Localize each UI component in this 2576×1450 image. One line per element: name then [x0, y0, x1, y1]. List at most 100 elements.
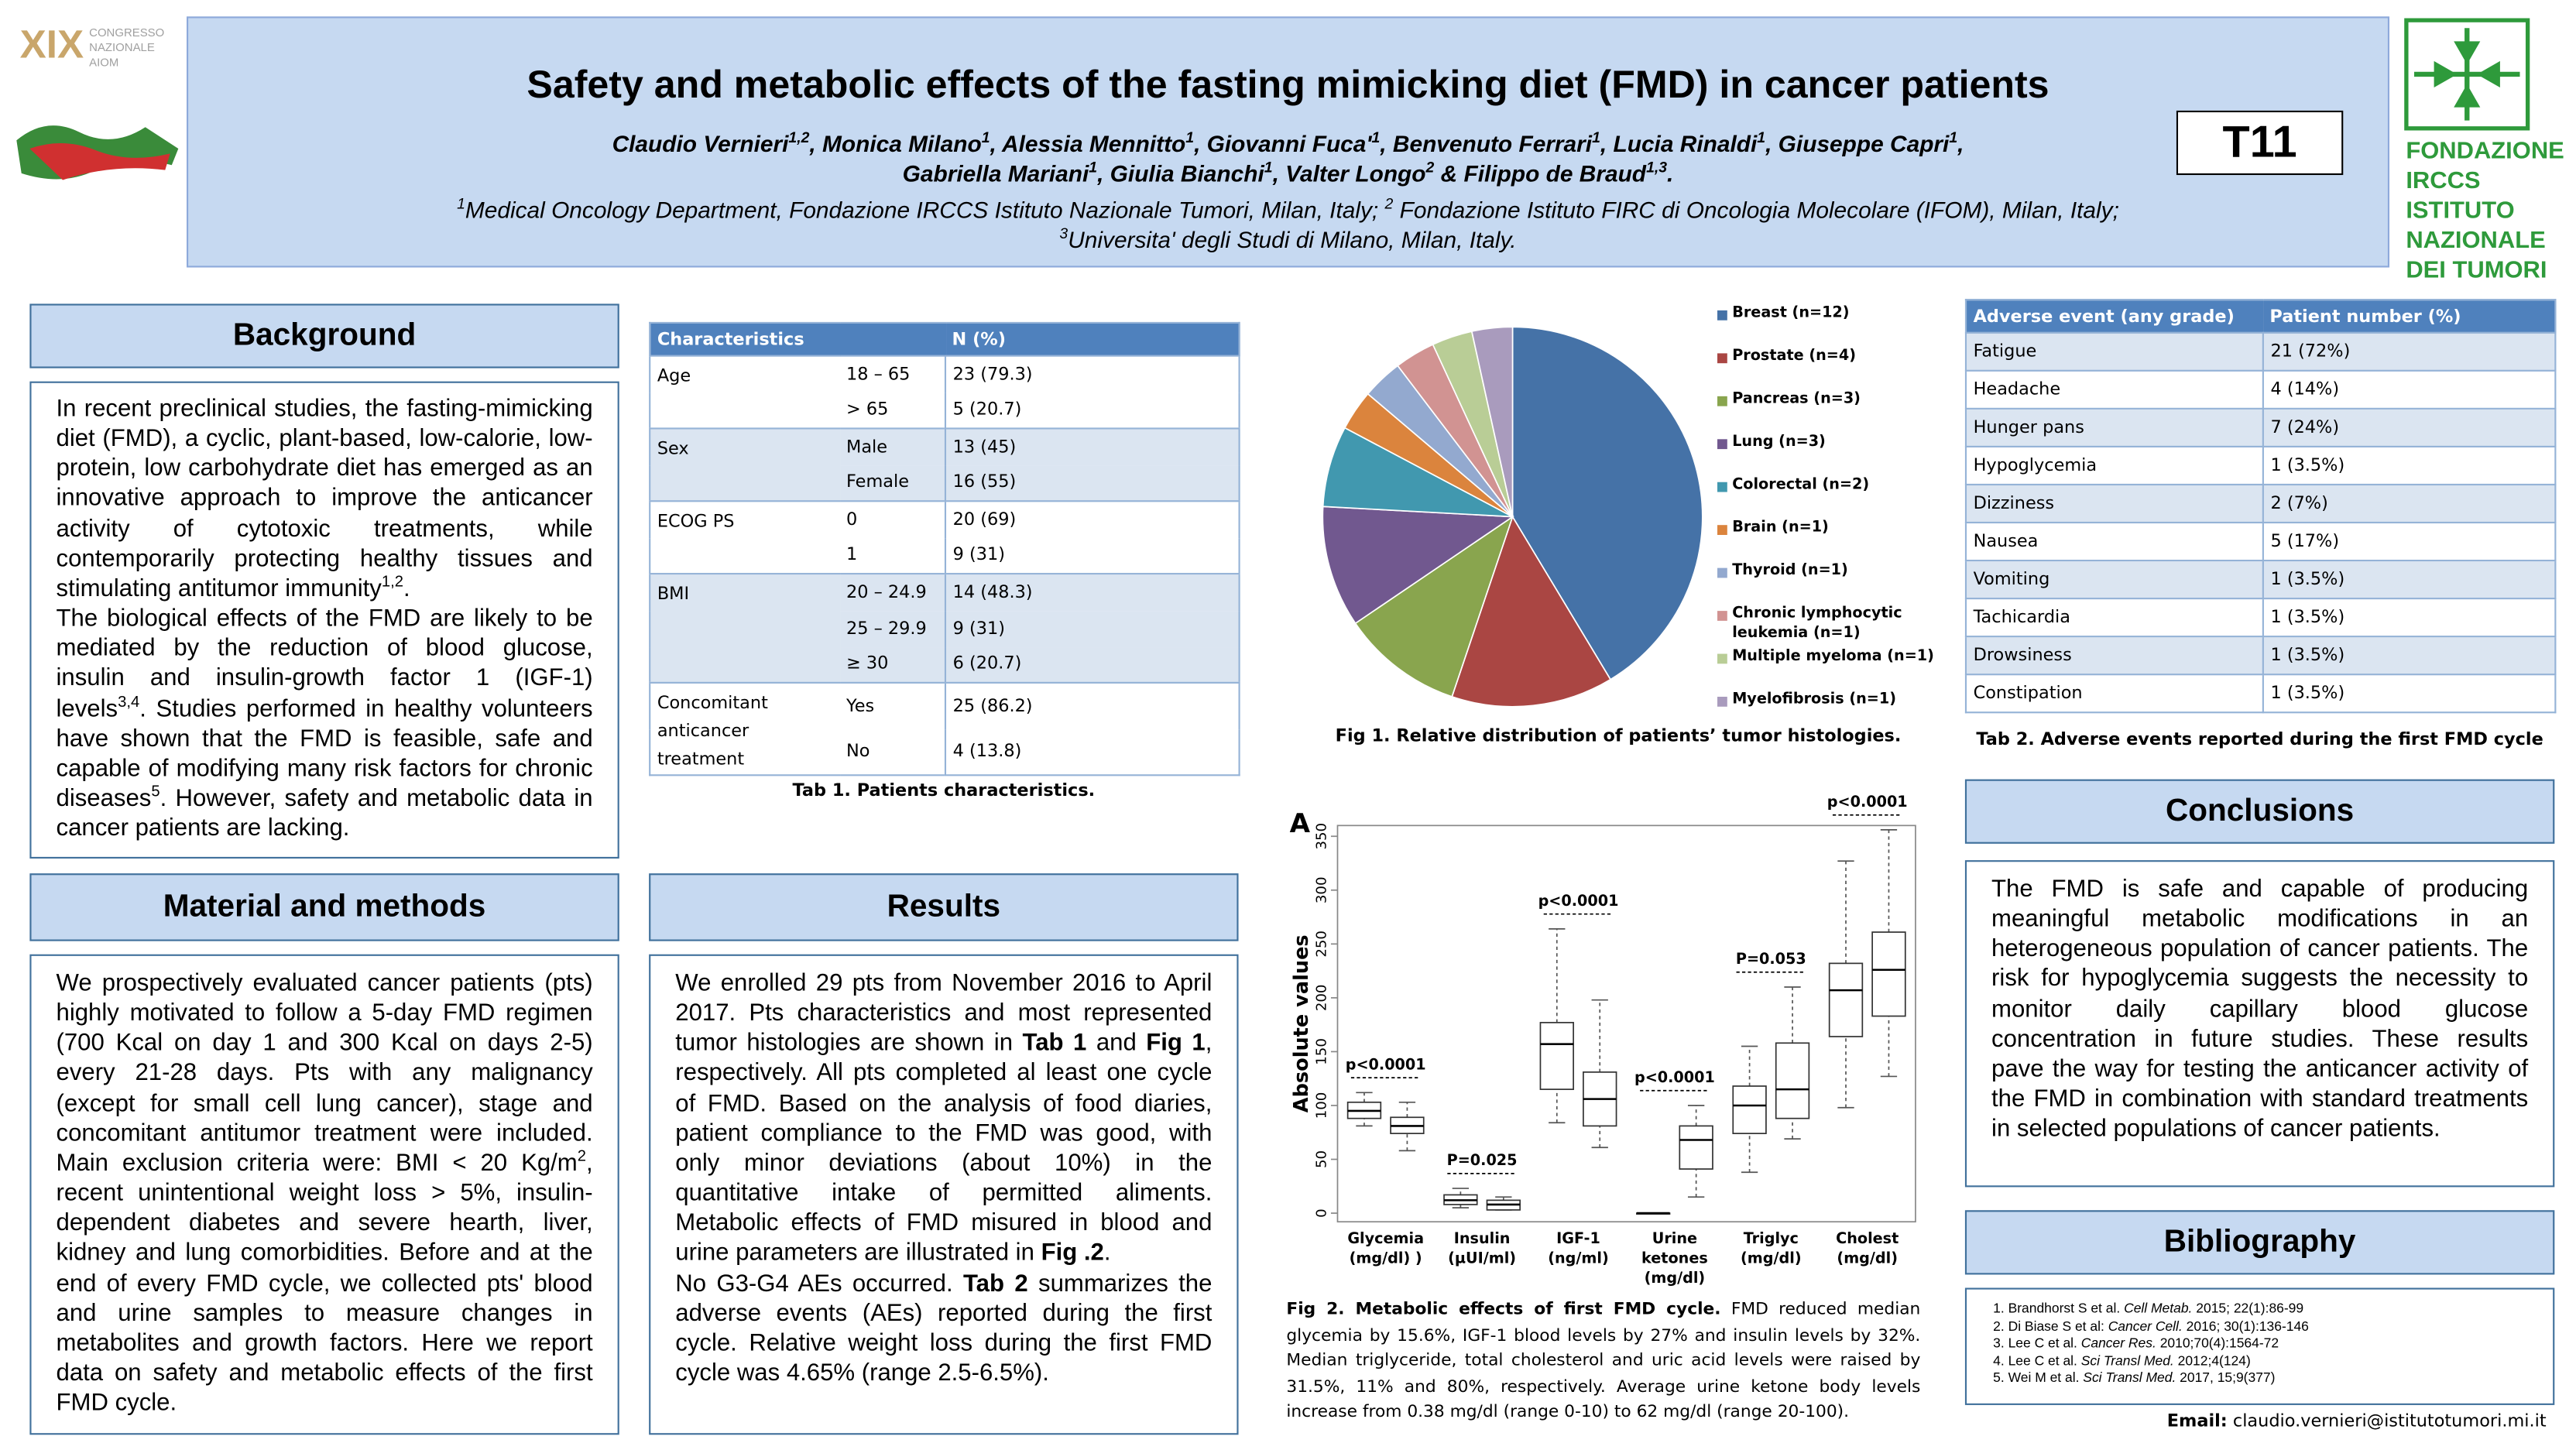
text-run: Gabriella Mariani: [902, 159, 1089, 187]
table-row: Vomiting 1 (3.5%): [1964, 559, 2557, 600]
text-run: We prospectively evaluated cancer patien…: [56, 971, 593, 1177]
header-row: Characteristics N (%): [650, 322, 1240, 356]
p-value: p<0.0001: [1634, 1068, 1715, 1086]
text-run: , Valter Longo: [1272, 159, 1426, 187]
text-run: , Benvenuto Ferrari: [1380, 130, 1593, 157]
x-tick-label: (µUI/ml): [1448, 1249, 1516, 1267]
subgroup: 25 – 29.9: [846, 618, 927, 639]
y-tick-label: 150: [1314, 1038, 1330, 1065]
y-tick-label: 200: [1314, 985, 1330, 1012]
paragraph: In recent preclinical studies, the fasti…: [57, 395, 593, 605]
value: 13 (45): [944, 428, 1240, 465]
reference: 4. Lee C et al. Sci Transl Med. 2012;4(1…: [1993, 1353, 2526, 1370]
logo-line: NAZIONALE: [89, 43, 155, 55]
characteristic: ECOG PS: [657, 512, 735, 532]
value: 25 (86.2): [944, 682, 1240, 729]
poster-code: T11: [2176, 110, 2344, 176]
table-caption: Tab 1. Patients characteristics.: [792, 780, 1096, 801]
event: Drowsiness: [1964, 636, 2264, 676]
p-value: p<0.0001: [1346, 1055, 1426, 1073]
characteristic: Concomitant anticancer treatment: [657, 693, 768, 770]
section-heading: Bibliography: [1964, 1210, 2555, 1275]
header-cell: Patient number (%): [2269, 306, 2461, 327]
logo-arrows: [2434, 41, 2500, 108]
table-row: Hypoglycemia 1 (3.5%): [1964, 445, 2557, 486]
pie-slice: [1322, 427, 1513, 518]
text-run: No G3-G4 AEs occurred.: [675, 1270, 963, 1297]
x-tick-label: (mg/dl): [1741, 1249, 1802, 1267]
text-run: , Giulia Bianchi: [1097, 159, 1264, 187]
table-row: Sex Male 13 (45): [650, 428, 1240, 465]
box: [1871, 931, 1906, 1017]
table-1: Characteristics N (%) Age 18 – 65 23 (79.3) >…: [649, 321, 1240, 776]
y-tick-label: 250: [1314, 931, 1330, 958]
section-heading: Results: [649, 873, 1239, 941]
logo-line: ISTITUTO: [2406, 197, 2515, 225]
x-tick-label: Triglyc: [1744, 1229, 1799, 1247]
subgroup: 0: [846, 509, 858, 530]
paragraph: The biological effects of the FMD are li…: [57, 605, 593, 845]
text-run: , Monica Milano: [809, 130, 982, 157]
box: [1732, 1085, 1767, 1134]
table-row: Age 18 – 65 23 (79.3): [650, 355, 1240, 392]
figure-caption: Fig 2. Metabolic effects of first FMD cy…: [1286, 1297, 1920, 1425]
x-tick-label: (mg/dl) ): [1350, 1249, 1422, 1267]
text-run: 1: [1185, 129, 1195, 146]
text-run: . However, safety and metabolic data in …: [56, 786, 593, 843]
logo-graphic: [16, 125, 179, 180]
legend-swatch: [1717, 611, 1727, 621]
text-run: 2: [1425, 159, 1435, 176]
legend-swatch: [1717, 310, 1727, 321]
text-run: 1,3: [1646, 159, 1668, 176]
table: Adverse event (any grade) Patient number …: [1964, 299, 2557, 714]
pie-slice: [1511, 326, 1703, 680]
characteristic: Age: [657, 366, 691, 387]
legend-label: Lung (n=3): [1732, 434, 1826, 451]
text-run: We enrolled 29 pts from November 2016 to…: [675, 971, 1213, 1058]
table-row: Dizziness 2 (7%): [1964, 483, 2557, 524]
text-run: Claudio Vernieri: [612, 130, 789, 157]
characteristic: Sex: [657, 439, 689, 459]
legend-label: Chronic lymphocytic leukemia (n=1): [1732, 605, 1902, 643]
logo-line: AIOM: [89, 57, 119, 70]
legend-label: Colorectal (n=2): [1732, 477, 1870, 494]
value: 1 (3.5%): [2262, 636, 2557, 676]
text-run: Email:: [2166, 1411, 2228, 1432]
p-value: p<0.0001: [1827, 793, 1908, 811]
event: Dizziness: [1964, 483, 2264, 524]
paragraph: No G3-G4 AEs occurred. Tab 2 summarizes …: [675, 1269, 1212, 1389]
box: [1539, 1022, 1574, 1090]
event: Tachicardia: [1964, 598, 2264, 638]
text-run: 5. Wei M et al.: [1993, 1370, 2084, 1386]
table-row: Hunger pans 7 (24%): [1964, 407, 2557, 447]
text-run: Sci Transl Med.: [2083, 1370, 2176, 1386]
value: 2 (7%): [2262, 483, 2557, 524]
text-run: 3: [1059, 225, 1068, 242]
value: 9 (31): [944, 610, 1240, 646]
value: 14 (48.3): [944, 574, 1240, 611]
author-line: Claudio Vernieri1,2, Monica Milano1, Ale…: [187, 129, 2389, 158]
header: [186, 16, 2390, 268]
affiliation-line: 1Medical Oncology Department, Fondazione…: [187, 195, 2389, 225]
text-run: 3. Lee C et al.: [1993, 1335, 2081, 1351]
table-2: Adverse event (any grade) Patient number …: [1964, 299, 2557, 714]
y-tick-label: 0: [1314, 1208, 1330, 1218]
legend-label: Thyroid (n=1): [1732, 563, 1848, 580]
y-tick-label: 300: [1314, 877, 1330, 904]
y-tick-label: 50: [1314, 1150, 1330, 1168]
table-caption: Tab 2. Adverse events reported during th…: [1976, 729, 2543, 750]
x-tick-label: (mg/dl): [1645, 1269, 1706, 1287]
table-row: Nausea 5 (17%): [1964, 521, 2557, 562]
paragraph: We enrolled 29 pts from November 2016 to…: [675, 969, 1212, 1269]
institute-logo: [2404, 18, 2530, 131]
legend-swatch: [1717, 567, 1727, 578]
text-run: Fondazione Istituto FIRC di Oncologia Mo…: [1393, 196, 2119, 223]
pie-slice: [1354, 515, 1514, 698]
header-row: Adverse event (any grade) Patient number …: [1965, 300, 2556, 333]
subgroup: 1: [846, 545, 858, 565]
p-value: p<0.0001: [1538, 892, 1619, 910]
value: 20 (69): [944, 501, 1240, 538]
text-run: 2016; 30(1):136-146: [2182, 1318, 2309, 1334]
